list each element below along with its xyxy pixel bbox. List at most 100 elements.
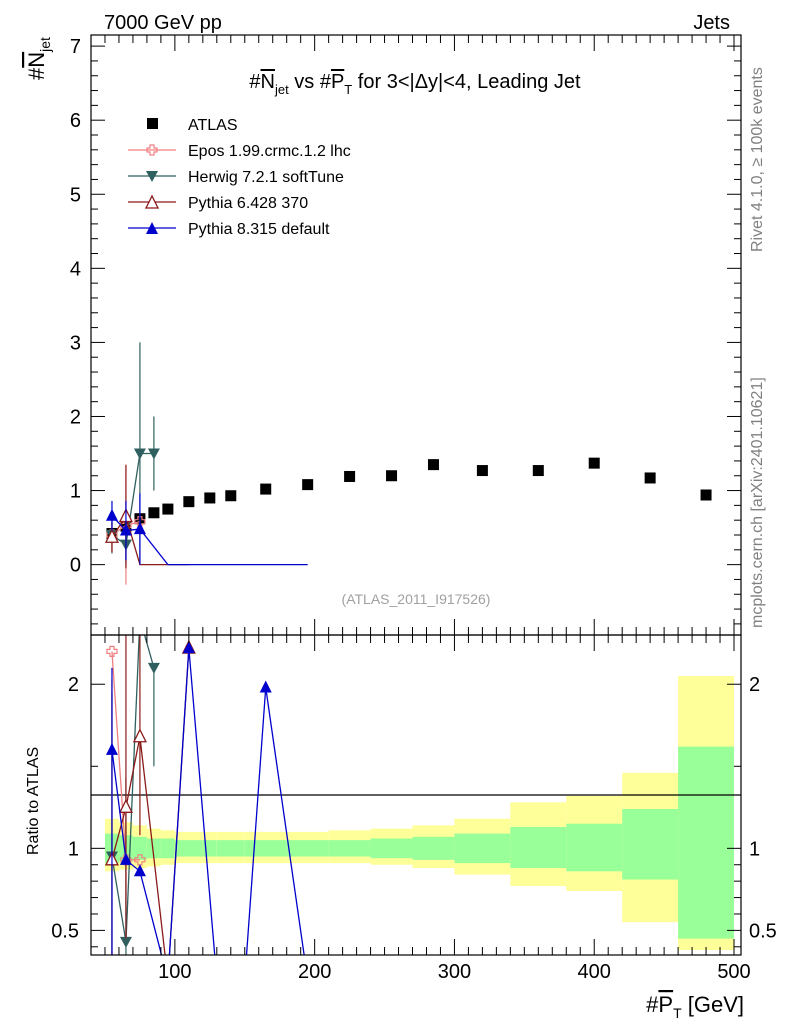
main-data-layer bbox=[104, 342, 712, 585]
series-point-pythia8 bbox=[105, 508, 118, 521]
rivet-label: Rivet 4.1.0, ≥ 100k events bbox=[749, 67, 766, 252]
legend: ATLAS Epos 1.99.crmc.1.2 lhc Herwig 7.2.… bbox=[128, 117, 351, 238]
band-green bbox=[510, 827, 567, 869]
title-rest: for 3<|Δy|<4, Leading Jet bbox=[352, 71, 581, 93]
atlas-data-point bbox=[476, 465, 488, 477]
ratio-tick-label-right: 2 bbox=[749, 674, 760, 696]
ratio-point-pythia8 bbox=[182, 641, 195, 654]
band-green bbox=[454, 833, 511, 864]
ratio-y-label: Ratio to ATLAS bbox=[25, 747, 42, 855]
band-green bbox=[328, 840, 371, 857]
legend-label-atlas: ATLAS bbox=[188, 117, 238, 134]
ratio-line-pythia8 bbox=[111, 648, 305, 955]
ratio-point-herwig bbox=[119, 936, 132, 948]
atlas-data-point bbox=[204, 492, 216, 504]
legend-label-epos: Epos 1.99.crmc.1.2 lhc bbox=[188, 143, 351, 160]
main-axes-layer: 0 1 2 3 4 5 6 7 bbox=[70, 35, 741, 635]
ratio-line-herwig bbox=[111, 635, 155, 942]
legend-marker-epos bbox=[146, 144, 158, 156]
x-axis-label: #PT [GeV] bbox=[646, 992, 744, 1021]
ratio-point-pythia8 bbox=[105, 742, 118, 755]
x-tick-label: 300 bbox=[438, 961, 471, 983]
x-tick-label: 400 bbox=[578, 961, 611, 983]
xlabel-p: P bbox=[658, 992, 673, 1017]
atlas-data-point bbox=[260, 483, 272, 495]
legend-label-herwig: Herwig 7.2.1 softTune bbox=[188, 169, 344, 186]
y-tick-label: 3 bbox=[70, 332, 81, 354]
ratio-tick-label-left: 2 bbox=[68, 674, 79, 696]
band-green bbox=[216, 840, 245, 857]
x-tick-label: 200 bbox=[298, 961, 331, 983]
band-green bbox=[244, 840, 287, 857]
ratio-tick-label-right: 1 bbox=[749, 838, 760, 860]
band-green bbox=[286, 840, 329, 857]
band-green bbox=[146, 838, 161, 859]
ratio-point-epos bbox=[134, 854, 146, 866]
ylabel-sub: jet bbox=[37, 37, 53, 53]
ylabel-hash: # bbox=[24, 67, 49, 80]
ratio-point-herwig bbox=[134, 614, 146, 625]
title-hash: # bbox=[249, 71, 261, 93]
legend-marker-herwig bbox=[146, 171, 158, 182]
atlas-data-point bbox=[302, 479, 314, 491]
y-tick-label: 4 bbox=[70, 258, 81, 280]
title-jet-sub: jet bbox=[274, 82, 289, 97]
band-green bbox=[622, 808, 679, 880]
title-vs: vs # bbox=[289, 71, 332, 93]
ratio-bands-layer bbox=[104, 676, 735, 951]
y-tick-label: 0 bbox=[70, 555, 81, 577]
atlas-data-point bbox=[225, 490, 237, 502]
band-green bbox=[160, 838, 175, 859]
y-tick-label: 2 bbox=[70, 406, 81, 428]
legend-marker-pythia6 bbox=[144, 194, 160, 209]
atlas-data-point bbox=[386, 470, 398, 482]
legend-marker-atlas bbox=[147, 118, 158, 129]
atlas-data-point bbox=[427, 459, 439, 471]
series-line-pythia8 bbox=[111, 515, 308, 566]
ratio-panel: 100 200 300 400 500 0.5 0.5 1 1 2 2 Ratio to ATLAS bbox=[25, 614, 777, 983]
legend-label-pythia6: Pythia 6.428 370 bbox=[188, 195, 308, 212]
atlas-data-point bbox=[532, 465, 544, 477]
ratio-axes-layer: 100 200 300 400 500 0.5 0.5 1 1 2 2 bbox=[51, 635, 777, 983]
title-p: P bbox=[331, 71, 344, 93]
title-t-sub: T bbox=[344, 82, 352, 97]
band-green bbox=[678, 746, 735, 939]
band-green bbox=[412, 836, 455, 860]
plot-title: #Njet vs #PT for 3<|Δy|<4, Leading Jet bbox=[249, 71, 581, 97]
atlas-data-point bbox=[148, 507, 160, 519]
ratio-point-pythia8 bbox=[133, 864, 146, 877]
title-n: N bbox=[261, 71, 275, 93]
y-tick-label: 6 bbox=[70, 110, 81, 132]
atlas-data-point bbox=[644, 472, 656, 484]
series-point-pythia6 bbox=[104, 528, 120, 543]
atlas-data-point bbox=[588, 457, 600, 469]
ratio-tick-label-left: 1 bbox=[68, 838, 79, 860]
ratio-tick-label-left: 0.5 bbox=[51, 920, 79, 942]
y-tick-label: 7 bbox=[70, 36, 81, 58]
band-green bbox=[566, 823, 623, 872]
series-point-pythia8 bbox=[119, 523, 132, 536]
atlas-data-point bbox=[344, 470, 356, 482]
ratio-point-pythia8 bbox=[259, 680, 272, 693]
series-line-herwig bbox=[111, 452, 154, 546]
atlas-data-point bbox=[700, 489, 712, 501]
x-tick-label: 500 bbox=[717, 961, 750, 983]
header-left: 7000 GeV pp bbox=[104, 12, 222, 34]
xlabel-sub: T bbox=[673, 1005, 682, 1021]
atlas-data-point bbox=[183, 496, 195, 508]
ylabel-n: N bbox=[24, 52, 49, 68]
ratio-point-pythia8 bbox=[119, 852, 132, 865]
band-green bbox=[132, 836, 147, 860]
atlas-data-point bbox=[162, 503, 174, 515]
band-green bbox=[370, 838, 413, 859]
x-tick-label: 100 bbox=[158, 961, 191, 983]
ratio-point-herwig bbox=[147, 662, 160, 674]
ratio-point-pythia6 bbox=[118, 798, 133, 813]
legend-marker-pythia8 bbox=[146, 222, 158, 234]
y-tick-label: 1 bbox=[70, 481, 81, 503]
y-axis-label: #Njet bbox=[24, 37, 53, 80]
legend-label-pythia8: Pythia 8.315 default bbox=[188, 221, 330, 238]
ratio-point-pythia6 bbox=[132, 728, 147, 743]
